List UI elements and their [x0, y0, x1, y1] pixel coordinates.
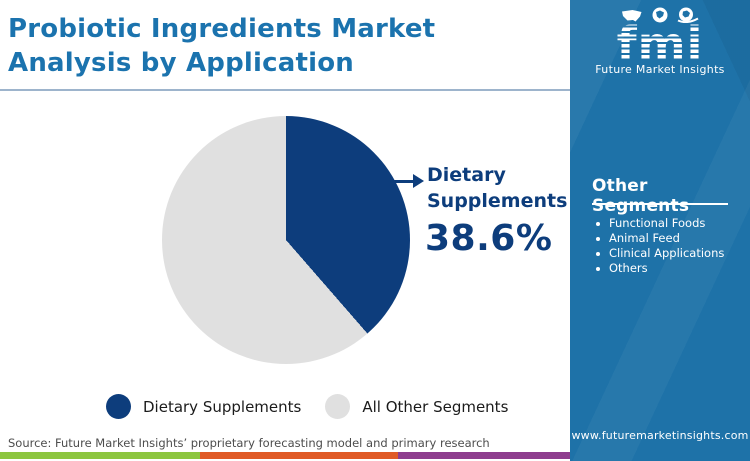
title-divider [0, 89, 570, 91]
logo-icons-row [570, 6, 750, 24]
callout-label: Dietary Supplements [427, 164, 568, 212]
pie-chart [162, 116, 410, 364]
sidebar: fmi Future Market Insights Other Segment… [570, 0, 750, 461]
europe-globe-icon [652, 7, 668, 23]
logo-brand-text: fmi [570, 21, 750, 67]
logo-tagline: Future Market Insights [595, 63, 725, 76]
us-map-icon [622, 9, 642, 21]
legend-item-dietary-supplements: Dietary Supplements [106, 394, 301, 419]
legend-label: Dietary Supplements [143, 397, 302, 416]
other-segment-item: Others [594, 261, 724, 276]
fmi-logo: fmi Future Market Insights [570, 6, 750, 76]
source-note: Source: Future Market Insights’ propriet… [8, 436, 490, 450]
callout-value: 38.6% [425, 218, 553, 259]
legend-dot-gray [325, 394, 351, 419]
other-segment-item: Clinical Applications [594, 246, 724, 261]
legend-dot-navy [106, 394, 131, 419]
other-segment-item: Functional Foods [594, 216, 724, 231]
other-segments-underline [592, 203, 728, 205]
strip-segment-purple [398, 452, 570, 459]
other-segments-list: Functional Foods Animal Feed Clinical Ap… [594, 216, 724, 276]
page-title-line1: Probiotic Ingredients Market [8, 14, 436, 44]
page-title-line2: Analysis by Application [8, 48, 355, 78]
strip-segment-orange [200, 452, 398, 459]
legend-label: All Other Segments [362, 397, 509, 416]
page-title: Probiotic Ingredients Market Analysis by… [8, 12, 528, 80]
website-link[interactable]: www.futuremarketinsights.com [571, 429, 749, 442]
chart-panel: Probiotic Ingredients Market Analysis by… [0, 12, 570, 459]
other-segment-item: Animal Feed [594, 231, 724, 246]
brand-color-strip [0, 452, 570, 459]
world-globe-icon [677, 7, 699, 23]
callout-arrow [393, 180, 415, 183]
legend-item-all-other-segments: All Other Segments [325, 394, 508, 419]
other-segments-heading: Other Segments [592, 176, 690, 216]
callout-arrow-head-icon [413, 174, 424, 188]
chart-legend: Dietary Supplements All Other Segments [106, 394, 508, 419]
strip-segment-green [0, 452, 200, 459]
